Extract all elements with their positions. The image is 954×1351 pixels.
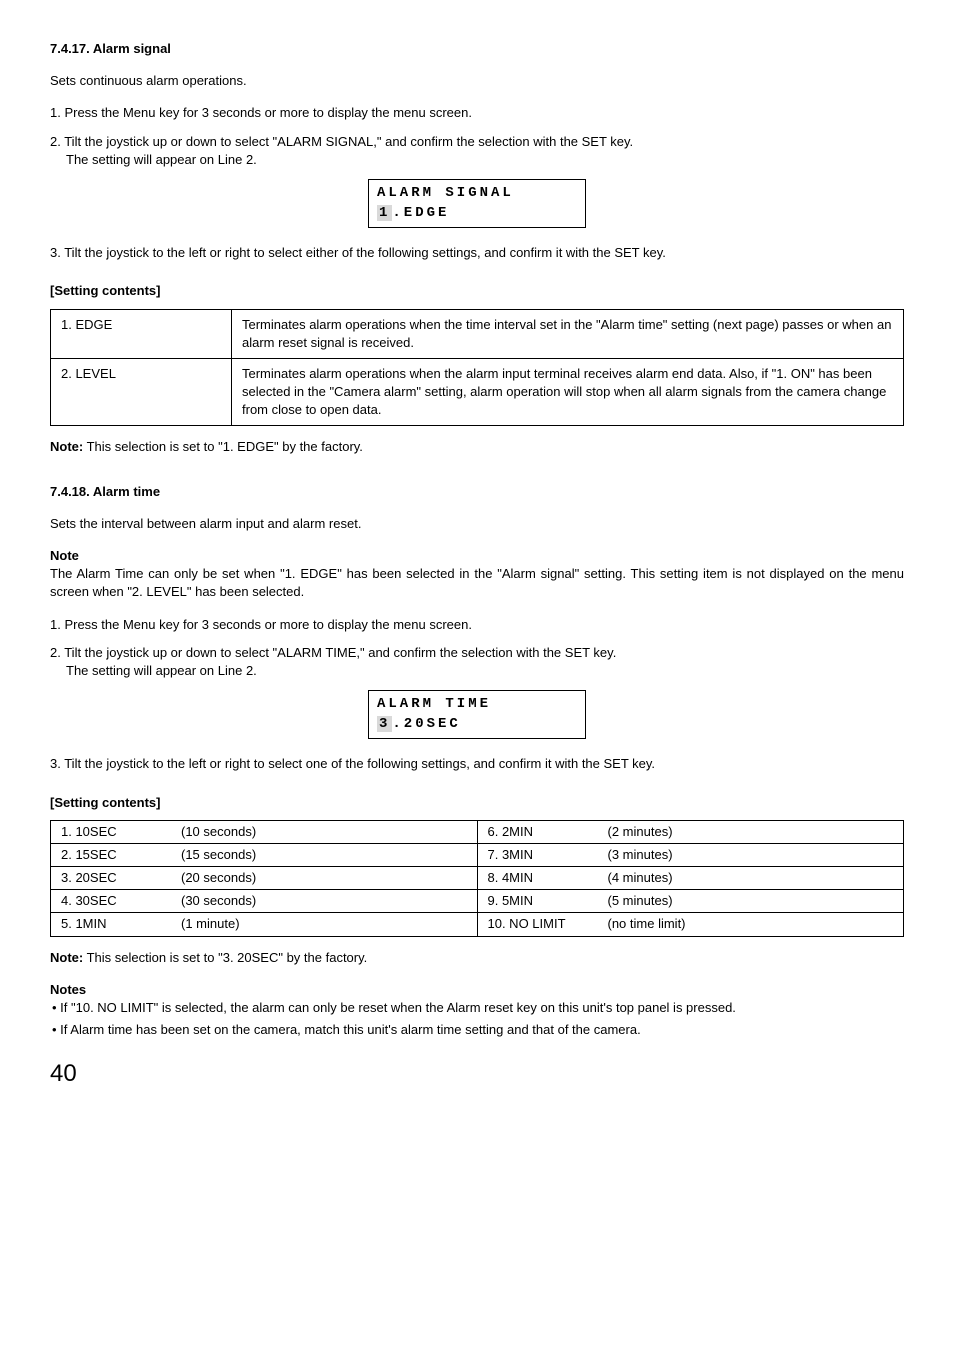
table-row: 4. 30SEC(30 seconds) 9. 5MIN(5 minutes) <box>51 890 904 913</box>
settings-heading: [Setting contents] <box>50 282 904 300</box>
opt-code: 8. 4MIN <box>488 869 608 887</box>
opt-code: 7. 3MIN <box>488 846 608 864</box>
opt-desc: (1 minute) <box>181 915 467 933</box>
section-heading: 7.4.18. Alarm time <box>50 483 904 501</box>
lcd-line-1: ALARM SIGNAL <box>377 184 577 204</box>
opt-desc: (no time limit) <box>608 915 894 933</box>
opt-code: 10. NO LIMIT <box>488 915 608 933</box>
lcd-display: ALARM TIME 3.20SEC <box>368 690 586 739</box>
opt-desc: (15 seconds) <box>181 846 467 864</box>
lcd-highlight: 3 <box>377 716 392 732</box>
lcd-display: ALARM SIGNAL 1.EDGE <box>368 179 586 228</box>
step-1: 1. Press the Menu key for 3 seconds or m… <box>50 104 904 122</box>
note-text: This selection is set to "1. EDGE" by th… <box>83 439 363 454</box>
opt-code: 1. 10SEC <box>61 823 181 841</box>
step-2-sub: The setting will appear on Line 2. <box>50 151 904 169</box>
bullet-item: • If Alarm time has been set on the came… <box>50 1021 904 1039</box>
note-line: Note: This selection is set to "1. EDGE"… <box>50 438 904 456</box>
table-row: 2. 15SEC(15 seconds) 7. 3MIN(3 minutes) <box>51 843 904 866</box>
opt-desc: (4 minutes) <box>608 869 894 887</box>
lcd-rest: .20SEC <box>392 716 460 732</box>
opt-code: 4. 30SEC <box>61 892 181 910</box>
setting-key: 1. EDGE <box>51 309 232 358</box>
settings-table: 1. EDGE Terminates alarm operations when… <box>50 309 904 427</box>
setting-desc: Terminates alarm operations when the tim… <box>232 309 904 358</box>
notes-heading: Notes <box>50 981 904 999</box>
step-2: 2. Tilt the joystick up or down to selec… <box>50 644 904 662</box>
step-2-sub: The setting will appear on Line 2. <box>50 662 904 680</box>
settings-table: 1. 10SEC(10 seconds) 6. 2MIN(2 minutes) … <box>50 820 904 937</box>
opt-code: 2. 15SEC <box>61 846 181 864</box>
opt-desc: (3 minutes) <box>608 846 894 864</box>
opt-desc: (20 seconds) <box>181 869 467 887</box>
step-3: 3. Tilt the joystick to the left or righ… <box>50 755 904 773</box>
setting-desc: Terminates alarm operations when the ala… <box>232 358 904 426</box>
table-row: 5. 1MIN(1 minute) 10. NO LIMIT(no time l… <box>51 913 904 936</box>
table-row: 3. 20SEC(20 seconds) 8. 4MIN(4 minutes) <box>51 867 904 890</box>
note-label: Note: <box>50 439 83 454</box>
setting-key: 2. LEVEL <box>51 358 232 426</box>
opt-desc: (2 minutes) <box>608 823 894 841</box>
intro-text: Sets the interval between alarm input an… <box>50 515 904 533</box>
lcd-line-1: ALARM TIME <box>377 695 577 715</box>
note-body: The Alarm Time can only be set when "1. … <box>50 565 904 601</box>
step-1: 1. Press the Menu key for 3 seconds or m… <box>50 616 904 634</box>
opt-desc: (10 seconds) <box>181 823 467 841</box>
page-number: 40 <box>50 1057 904 1091</box>
lcd-line-2: 3.20SEC <box>377 715 577 735</box>
lcd-line-2: 1.EDGE <box>377 204 577 224</box>
lcd-rest: .EDGE <box>392 205 449 221</box>
opt-desc: (5 minutes) <box>608 892 894 910</box>
opt-code: 3. 20SEC <box>61 869 181 887</box>
note-text: This selection is set to "3. 20SEC" by t… <box>83 950 367 965</box>
table-row: 1. 10SEC(10 seconds) 6. 2MIN(2 minutes) <box>51 820 904 843</box>
table-row: 1. EDGE Terminates alarm operations when… <box>51 309 904 358</box>
section-heading: 7.4.17. Alarm signal <box>50 40 904 58</box>
note-heading: Note <box>50 547 904 565</box>
table-row: 2. LEVEL Terminates alarm operations whe… <box>51 358 904 426</box>
opt-code: 9. 5MIN <box>488 892 608 910</box>
opt-code: 5. 1MIN <box>61 915 181 933</box>
bullet-item: • If "10. NO LIMIT" is selected, the ala… <box>50 999 904 1017</box>
lcd-highlight: 1 <box>377 205 392 221</box>
opt-code: 6. 2MIN <box>488 823 608 841</box>
opt-desc: (30 seconds) <box>181 892 467 910</box>
step-3: 3. Tilt the joystick to the left or righ… <box>50 244 904 262</box>
note-line: Note: This selection is set to "3. 20SEC… <box>50 949 904 967</box>
step-2: 2. Tilt the joystick up or down to selec… <box>50 133 904 151</box>
note-label: Note: <box>50 950 83 965</box>
settings-heading: [Setting contents] <box>50 794 904 812</box>
intro-text: Sets continuous alarm operations. <box>50 72 904 90</box>
